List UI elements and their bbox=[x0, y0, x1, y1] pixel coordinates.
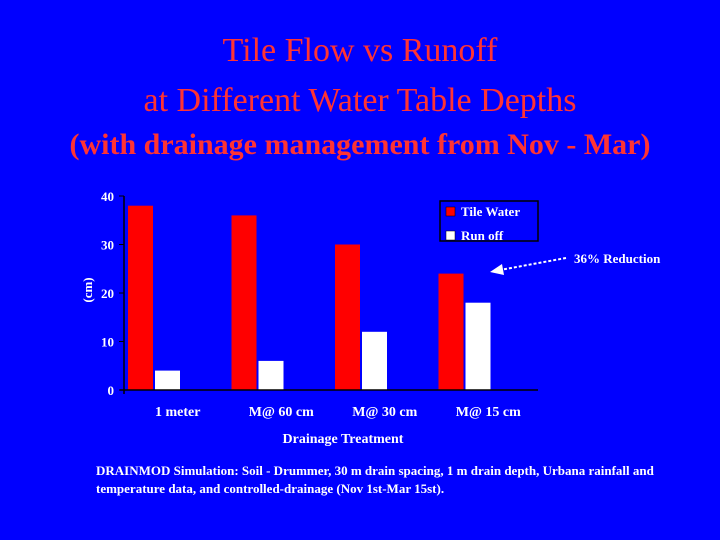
run-off-bar bbox=[155, 370, 180, 390]
x-axis-title: Drainage Treatment bbox=[283, 432, 404, 447]
x-tick-label: M@ 60 cm bbox=[249, 405, 314, 420]
y-tick-label: 40 bbox=[101, 189, 114, 204]
y-tick-label: 10 bbox=[101, 335, 114, 350]
legend-swatch-run-off bbox=[445, 230, 456, 241]
legend-swatch-tile-water bbox=[445, 206, 456, 217]
y-tick-label: 0 bbox=[108, 383, 115, 398]
tile-water-bar bbox=[128, 205, 153, 390]
y-tick-label: 20 bbox=[101, 286, 114, 301]
legend-label: Run off bbox=[461, 228, 504, 243]
reduction-annotation: 36% Reduction bbox=[574, 251, 661, 266]
reduction-arrow-line bbox=[499, 257, 567, 271]
x-tick-label: 1 meter bbox=[155, 405, 200, 420]
x-tick-label: M@ 30 cm bbox=[352, 405, 417, 420]
tile-water-bar bbox=[438, 273, 464, 390]
run-off-bar bbox=[465, 302, 491, 390]
run-off-bar bbox=[258, 360, 284, 390]
run-off-bar bbox=[362, 331, 387, 390]
legend-label: Tile Water bbox=[461, 204, 520, 219]
title-line-1: Tile Flow vs Runoff bbox=[222, 32, 498, 69]
tile-water-bar bbox=[231, 215, 257, 390]
reduction-arrow-head bbox=[490, 264, 504, 275]
tile-water-bar bbox=[335, 244, 360, 390]
title-line-2: at Different Water Table Depths bbox=[143, 82, 577, 119]
y-tick-label: 30 bbox=[101, 238, 114, 253]
simulation-caption: DRAINMOD Simulation: Soil - Drummer, 30 … bbox=[96, 463, 654, 496]
subtitle: (with drainage management from Nov - Mar… bbox=[69, 128, 651, 161]
x-tick-label: M@ 15 cm bbox=[456, 405, 521, 420]
legend-box bbox=[439, 200, 539, 242]
y-axis-title: (cm) bbox=[80, 277, 95, 302]
